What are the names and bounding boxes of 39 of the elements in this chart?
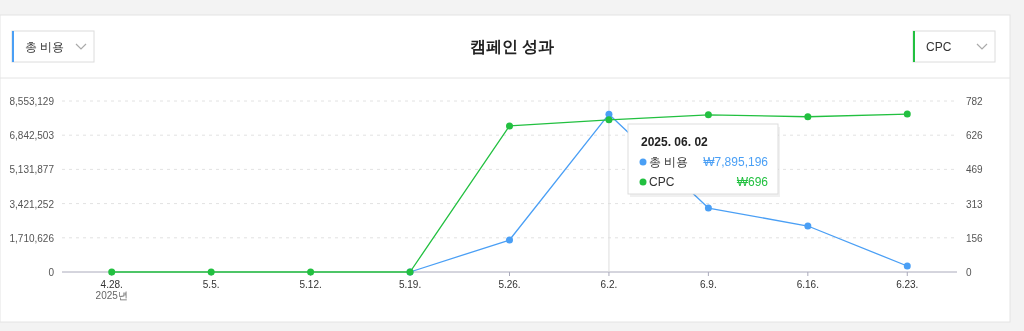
point <box>506 122 513 130</box>
y2-tick-label: 0 <box>966 267 972 278</box>
x-tick-label: 5.26. <box>498 279 521 290</box>
point <box>804 222 812 230</box>
y-tick-label: 1,710,626 <box>9 232 55 244</box>
y2-tick-label: 156 <box>966 232 984 244</box>
x-tick-label: 6.23. <box>896 279 919 290</box>
y2-tick-label: 313 <box>966 198 984 210</box>
y2-tick-label: 626 <box>966 130 984 142</box>
x-tick-label: 6.2. <box>600 279 618 290</box>
point <box>506 236 513 244</box>
annotation: ₩696 <box>736 175 769 189</box>
y-tick-label: 0 <box>48 267 55 278</box>
legend-label: 총 비용 <box>649 155 689 169</box>
x-tick-label: 5.19. <box>398 279 422 290</box>
annotation: ₩7,895,196 <box>703 155 769 169</box>
point <box>605 116 613 124</box>
y-axis-title: 총 비용 <box>25 40 65 54</box>
x-tick-label: 5.12. <box>299 279 322 290</box>
point <box>903 110 911 118</box>
y-tick-label: 5,131,877 <box>9 164 55 176</box>
x-tick-label: 6.9. <box>700 279 717 290</box>
x-tick-label: 4.28. <box>100 279 123 290</box>
y-tick-label: 3,421,252 <box>9 198 55 210</box>
x-tick-label: 5.5. <box>202 279 220 290</box>
y-tick-label: 8,553,129 <box>9 96 55 107</box>
y-tick-label: 6,842,503 <box>9 130 55 142</box>
legend-title: 2025. 06. 02 <box>641 135 709 149</box>
text: 2025년 <box>95 290 128 301</box>
x-tick-label: 6.16. <box>796 279 819 290</box>
y2-tick-label: 782 <box>966 96 984 107</box>
chart-title: 캠페인 성과 <box>469 38 555 55</box>
y2-axis-title: CPC <box>926 40 952 54</box>
legend-label: CPC <box>649 175 675 189</box>
point <box>704 204 712 212</box>
y2-tick-label: 469 <box>966 164 984 176</box>
point <box>804 113 812 121</box>
point <box>903 262 911 270</box>
point <box>704 111 712 119</box>
